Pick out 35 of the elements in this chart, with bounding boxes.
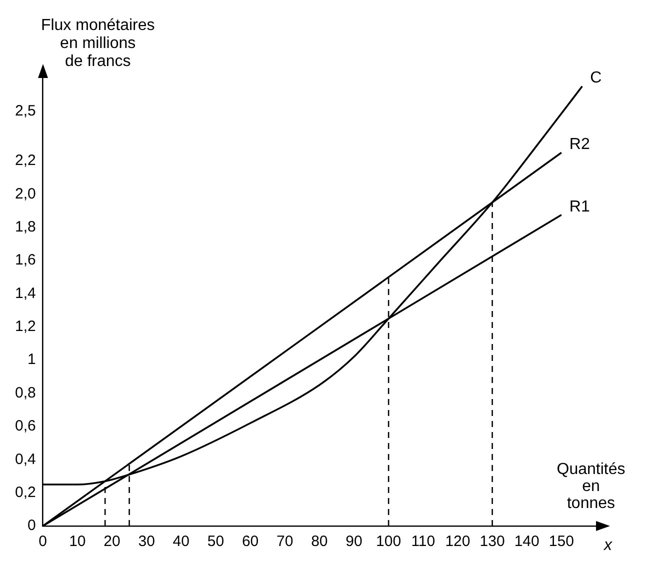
y-tick-label: 2,2 [14,152,36,170]
x-tick-label: 110 [411,533,436,550]
y-tick-label: 0,4 [14,450,36,468]
x-tick-label: 0 [38,533,48,550]
x-tick-label: 90 [346,533,362,550]
y-tick-label: 1 [28,351,36,368]
y-tick-label: 2,0 [14,185,36,202]
text: x [603,537,613,554]
x-tick-label: 130 [480,533,505,550]
x-tick-label: 140 [514,533,540,550]
y-tick-label: 1,6 [14,252,36,269]
x-tick-label: 150 [548,533,574,550]
y-axis-title: Flux monétaires en millions de francs [40,17,155,70]
series-label: R2 [569,136,590,154]
x-tick-label: 70 [276,533,294,550]
series-label: R1 [569,198,590,216]
x-tick-label: 20 [104,533,120,550]
x-axis-title: Quantités en tonnes [556,461,626,512]
x-tick-label: 80 [311,533,328,550]
y-tick-label: 1,4 [14,284,36,302]
x-tick-label: 30 [138,533,155,550]
y-tick-label: 1,2 [14,318,36,336]
x-tick-label: 120 [445,533,470,550]
y-tick-label: 2,5 [14,102,36,120]
x-tick-label: 60 [242,533,259,550]
x-tick-label: 50 [207,533,224,550]
x-tick-label: 10 [69,533,86,550]
series-label: C [590,70,602,87]
x-tick-label: 100 [376,533,402,550]
y-tick-label: 1,8 [14,218,36,236]
x-tick-label: 40 [172,533,190,550]
y-tick-label: 0,8 [14,384,36,402]
y-tick-label: 0 [28,517,36,534]
y-tick-label: 0,6 [14,418,36,435]
y-tick-label: 0,2 [14,484,36,501]
